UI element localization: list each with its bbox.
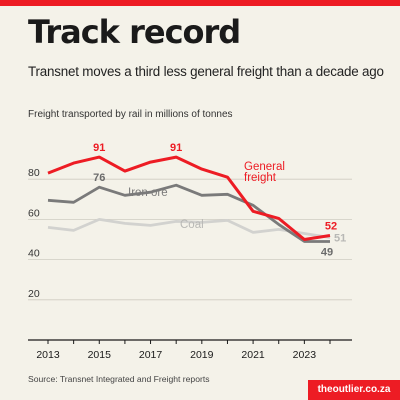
data-label-iron-ore-11: 49	[321, 246, 333, 258]
x-tick-label-2017: 2017	[139, 349, 163, 361]
x-tick-label-2013: 2013	[36, 349, 60, 361]
source-note: Source: Transnet Integrated and Freight …	[28, 374, 210, 384]
y-tick-label-40: 40	[28, 248, 40, 260]
data-label-general-freight-11: 52	[325, 220, 337, 232]
series-name-iron-ore: Iron ore	[128, 187, 168, 199]
y-axis-label: Freight transported by rail in millions …	[28, 109, 233, 120]
data-label-general-freight-2: 91	[93, 142, 105, 154]
y-tick-label-80: 80	[28, 167, 40, 179]
y-tick-label-20: 20	[28, 288, 40, 300]
chart-subtitle: Transnet moves a third less general frei…	[28, 64, 384, 79]
y-tick-label-60: 60	[28, 207, 40, 219]
top-accent-bar	[0, 0, 400, 6]
series-name-coal: Coal	[180, 219, 204, 231]
data-label-general-freight-5: 91	[170, 142, 182, 154]
series-line-iron-ore	[47, 183, 330, 243]
data-label-coal-11: 51	[334, 232, 346, 244]
data-label-iron-ore-2: 76	[93, 172, 105, 184]
brand-logo: theoutlier.co.za	[308, 380, 400, 400]
x-tick-label-2023: 2023	[293, 349, 317, 361]
series-name-general-freight: General freight	[244, 161, 285, 184]
x-tick-label-2021: 2021	[241, 349, 265, 361]
chart-title: Track record	[28, 13, 241, 51]
x-tick-label-2019: 2019	[190, 349, 214, 361]
series-line-coal	[47, 217, 331, 239]
x-tick-label-2015: 2015	[88, 349, 112, 361]
series-line-general-freight	[47, 155, 331, 241]
